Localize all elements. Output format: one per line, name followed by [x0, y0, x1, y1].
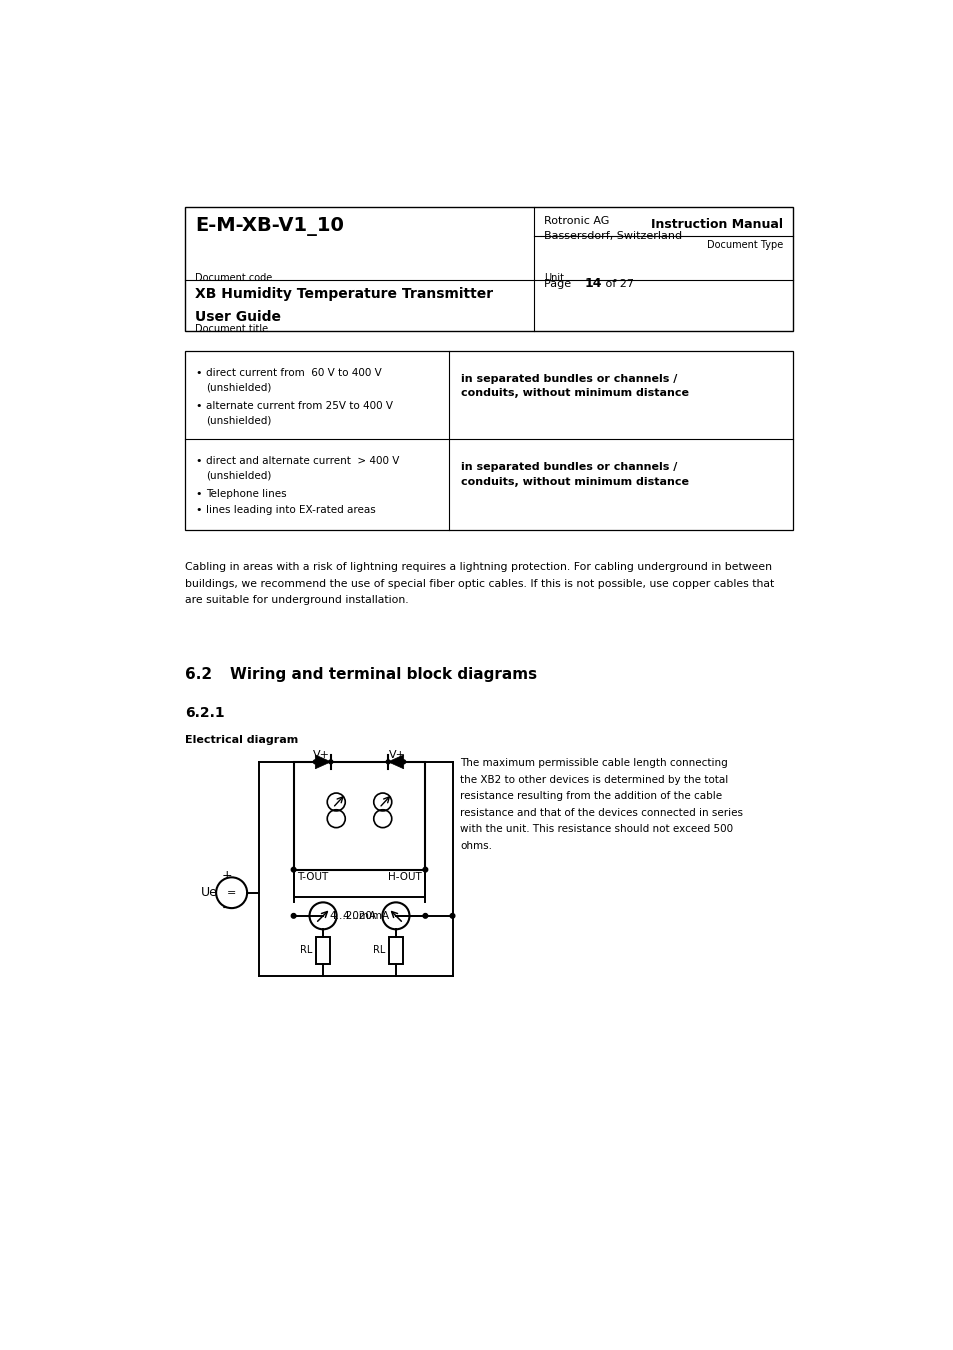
Text: •: • — [195, 367, 201, 378]
Text: the XB2 to other devices is determined by the total: the XB2 to other devices is determined b… — [459, 775, 728, 784]
Text: lines leading into EX-rated areas: lines leading into EX-rated areas — [206, 505, 375, 516]
Text: resistance and that of the devices connected in series: resistance and that of the devices conne… — [459, 807, 742, 818]
Text: direct current from  60 V to 400 V: direct current from 60 V to 400 V — [206, 367, 381, 378]
Circle shape — [329, 760, 333, 764]
Text: V+: V+ — [313, 749, 330, 760]
Text: resistance resulting from the addition of the cable: resistance resulting from the addition o… — [459, 791, 721, 801]
Text: Wiring and terminal block diagrams: Wiring and terminal block diagrams — [230, 667, 537, 682]
Circle shape — [291, 914, 295, 918]
Text: XB Humidity Temperature Transmitter: XB Humidity Temperature Transmitter — [195, 288, 493, 301]
Text: T-OUT: T-OUT — [297, 872, 329, 882]
Text: in separated bundles or channels /: in separated bundles or channels / — [460, 462, 677, 472]
Text: direct and alternate current  > 400 V: direct and alternate current > 400 V — [206, 456, 399, 466]
Polygon shape — [388, 755, 403, 768]
Text: conduits, without minimum distance: conduits, without minimum distance — [460, 477, 688, 487]
Text: Document code: Document code — [195, 274, 273, 284]
Circle shape — [401, 760, 405, 764]
Text: Ue: Ue — [200, 886, 217, 899]
Text: Instruction Manual: Instruction Manual — [651, 219, 782, 231]
Text: 4...20mA: 4...20mA — [329, 911, 375, 921]
Text: •: • — [195, 401, 201, 410]
Text: are suitable for underground installation.: are suitable for underground installatio… — [185, 595, 408, 605]
Text: Document Type: Document Type — [706, 240, 782, 250]
Text: RL: RL — [373, 945, 385, 956]
Circle shape — [422, 914, 427, 918]
Text: Unit: Unit — [543, 274, 563, 284]
Text: (unshielded): (unshielded) — [206, 382, 272, 393]
Text: 14: 14 — [583, 277, 601, 290]
Bar — [185, 351, 792, 531]
Text: Rotronic AG: Rotronic AG — [543, 216, 609, 225]
Text: (unshielded): (unshielded) — [206, 416, 272, 425]
Text: Telephone lines: Telephone lines — [206, 489, 286, 500]
Text: Cabling in areas with a risk of lightning requires a lightning protection. For c: Cabling in areas with a risk of lightnin… — [185, 563, 771, 572]
Circle shape — [313, 760, 317, 764]
Circle shape — [291, 867, 295, 872]
Text: Document title: Document title — [195, 324, 268, 333]
Text: H-OUT: H-OUT — [387, 872, 421, 882]
Text: E-M-XB-V1_10: E-M-XB-V1_10 — [195, 216, 344, 236]
Text: alternate current from 25V to 400 V: alternate current from 25V to 400 V — [206, 401, 393, 410]
Text: −: − — [221, 902, 232, 915]
Circle shape — [422, 867, 427, 872]
Text: buildings, we recommend the use of special fiber optic cables. If this is not po: buildings, we recommend the use of speci… — [185, 579, 774, 589]
Polygon shape — [315, 755, 331, 768]
Text: •: • — [195, 489, 201, 500]
Text: •: • — [195, 505, 201, 516]
Text: of 27: of 27 — [601, 278, 633, 289]
Circle shape — [450, 914, 455, 918]
Text: The maximum permissible cable length connecting: The maximum permissible cable length con… — [459, 757, 727, 768]
Text: in separated bundles or channels /: in separated bundles or channels / — [460, 374, 677, 383]
Text: User Guide: User Guide — [195, 310, 281, 324]
Text: conduits, without minimum distance: conduits, without minimum distance — [460, 389, 688, 398]
Text: +: + — [221, 869, 232, 883]
Text: 4...20mA: 4...20mA — [342, 911, 390, 921]
Bar — [389, 937, 402, 964]
Text: (unshielded): (unshielded) — [206, 471, 272, 481]
Text: V+: V+ — [389, 749, 406, 760]
Bar — [294, 761, 425, 869]
Text: 6.2: 6.2 — [185, 667, 212, 682]
Text: RL: RL — [299, 945, 312, 956]
Text: with the unit. This resistance should not exceed 500: with the unit. This resistance should no… — [459, 825, 733, 834]
Text: Bassersdorf, Switzerland: Bassersdorf, Switzerland — [543, 231, 681, 242]
Bar — [315, 937, 330, 964]
Text: Electrical diagram: Electrical diagram — [185, 734, 298, 745]
Text: 6.2.1: 6.2.1 — [185, 706, 225, 720]
Text: Page: Page — [543, 278, 578, 289]
Circle shape — [386, 760, 390, 764]
Text: =: = — [227, 888, 236, 898]
Bar — [185, 207, 792, 331]
Text: •: • — [195, 456, 201, 466]
Text: ohms.: ohms. — [459, 841, 492, 850]
